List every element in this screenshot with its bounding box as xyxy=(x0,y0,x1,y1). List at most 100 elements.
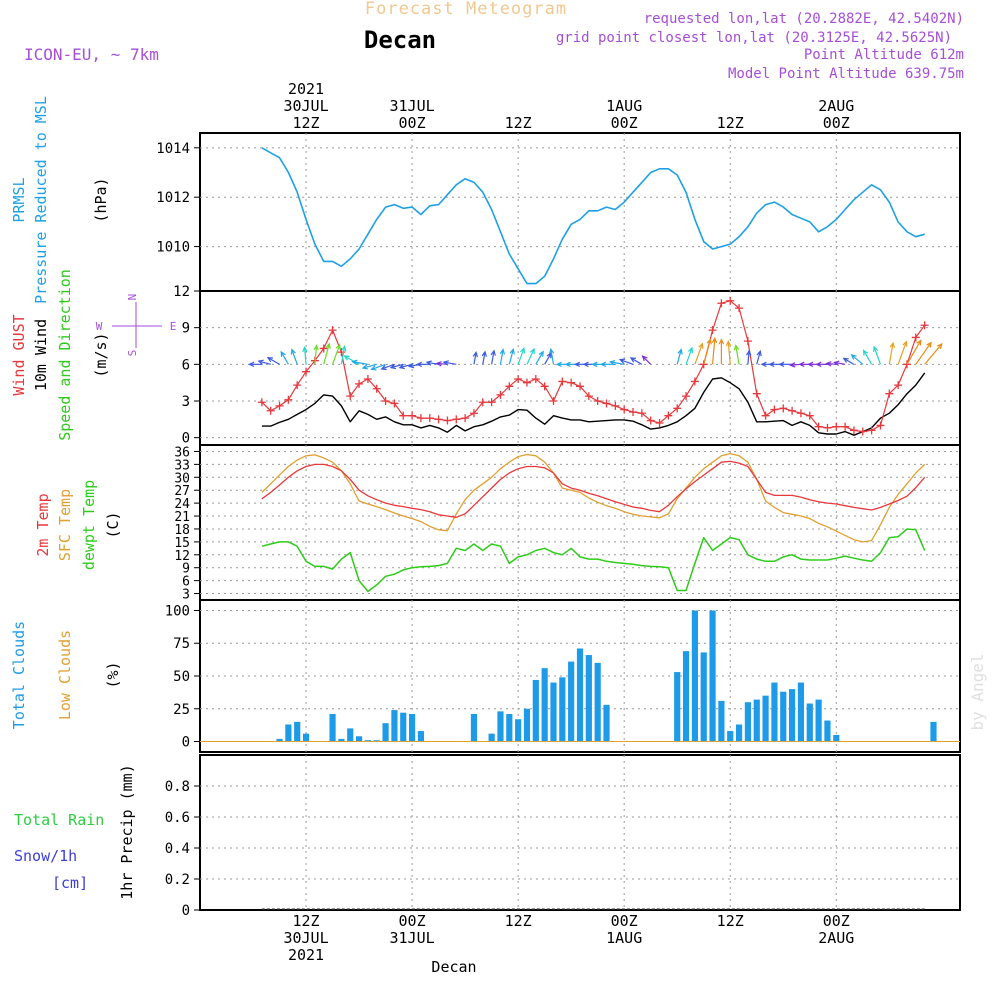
cloud-bar xyxy=(497,711,504,742)
cloud-bar xyxy=(541,668,548,742)
y-tick-label: 12 xyxy=(173,284,190,300)
y-tick-label: 0 xyxy=(182,431,190,447)
wind-arrow-head xyxy=(398,363,405,370)
time-axis-label: 31JUL xyxy=(390,97,435,115)
wind-arrow-shaft xyxy=(426,361,439,365)
wind-arrow-head xyxy=(926,341,932,348)
wind-arrow xyxy=(862,349,873,365)
cloud-bar xyxy=(753,699,760,742)
model-label: ICON-EU, ~ 7km xyxy=(24,45,159,64)
wind-arrow-head xyxy=(825,361,832,367)
wind-arrow xyxy=(676,348,683,365)
forecast-title: Forecast Meteogram xyxy=(365,0,567,19)
total-rain-label: Total Rain xyxy=(14,811,104,829)
wind-arrow xyxy=(340,345,347,365)
wind-arrow-head xyxy=(789,362,796,368)
gust-marker xyxy=(796,409,805,418)
gust-marker xyxy=(611,401,620,410)
time-axis-label: 00Z xyxy=(823,114,850,132)
wind-arrow-shaft xyxy=(735,345,740,365)
gust-marker xyxy=(743,337,752,346)
temp-panel-frame xyxy=(199,444,961,601)
wind-arrow-head xyxy=(833,360,840,366)
cloud-bar xyxy=(568,661,575,742)
wind-arrow-head xyxy=(641,355,648,362)
gust-marker xyxy=(469,409,478,418)
temp-axis-label: dewpt Temp xyxy=(80,480,98,570)
wind-arrow xyxy=(725,340,732,365)
gust-marker xyxy=(911,333,920,342)
gust-marker xyxy=(328,326,337,335)
wind-arrow xyxy=(833,360,846,366)
wind-arrow xyxy=(888,341,895,365)
wind-arrow-shaft xyxy=(619,359,634,365)
wind-arrow-head xyxy=(425,360,432,366)
wind-arrow-shaft xyxy=(371,363,386,371)
wind-arrow-shaft xyxy=(473,352,477,365)
cloud-bar xyxy=(603,704,610,742)
cloud-bar xyxy=(762,695,769,742)
wind-arrow xyxy=(425,360,439,366)
wind-arrow-head xyxy=(687,346,694,354)
cloud-bar xyxy=(488,733,495,742)
y-tick-label: 12 xyxy=(174,549,190,564)
gust-marker xyxy=(849,426,858,435)
gust-marker xyxy=(257,398,266,407)
wind-arrow-shaft xyxy=(258,360,271,365)
y-tick-label: 9 xyxy=(182,321,190,337)
cloud-bar xyxy=(806,703,813,742)
wind-arrow-shaft xyxy=(863,350,873,365)
wind-arrow xyxy=(331,343,341,365)
clouds-axis-label: Total Clouds xyxy=(10,621,28,729)
cloud-bar xyxy=(417,731,425,742)
wind-arrow xyxy=(815,361,828,368)
cloud-bar xyxy=(718,700,725,742)
wind-arrow-shaft xyxy=(267,357,280,365)
wind-arrow-head xyxy=(798,361,805,368)
gust-marker xyxy=(726,296,735,305)
wind-arrow xyxy=(924,342,943,365)
gust-marker xyxy=(478,398,487,407)
wind-arrow-shaft xyxy=(550,349,555,365)
wind-arrow-shaft xyxy=(906,340,922,365)
wind-arrow-shaft xyxy=(843,357,855,365)
y-tick-label: 1012 xyxy=(156,190,190,206)
gust-marker xyxy=(496,390,505,399)
y-tick-label: 27 xyxy=(174,484,190,499)
y-tick-label: 0.6 xyxy=(165,810,190,826)
wind-arrow xyxy=(389,363,404,370)
precip-panel-frame xyxy=(199,754,961,911)
wind-arrow-shaft xyxy=(443,361,457,365)
wind-arrow-shaft xyxy=(694,343,703,365)
wind-arrow xyxy=(703,338,712,365)
gust-marker xyxy=(876,421,885,430)
wind-arrow-head xyxy=(629,357,636,363)
gust-marker xyxy=(381,397,390,405)
y-tick-label: 33 xyxy=(174,458,190,473)
gust-marker xyxy=(637,409,646,418)
cloud-bar xyxy=(364,740,371,742)
wind-arrow xyxy=(351,359,369,366)
wind-arrow xyxy=(685,346,694,365)
gust-marker xyxy=(319,344,328,353)
cloud-bar xyxy=(815,699,822,742)
cloud-bar xyxy=(347,728,354,742)
wind-arrow-head xyxy=(361,364,369,370)
pressure-line xyxy=(261,147,925,285)
gust-marker xyxy=(425,414,434,423)
wind-arrow-head xyxy=(711,336,718,344)
gust-marker xyxy=(584,392,593,401)
wind-arrow-shaft xyxy=(390,363,404,369)
wind-arrow-shaft xyxy=(517,348,525,365)
wind-arrow-shaft xyxy=(303,347,307,365)
wind-arrow-head xyxy=(725,340,732,347)
requested-coords: requested lon,lat (20.2882E, 42.5402N) xyxy=(644,11,964,27)
wind-arrow xyxy=(266,356,280,365)
gust-marker xyxy=(646,416,655,425)
gust-marker xyxy=(302,367,311,376)
time-axis-label: 00Z xyxy=(611,912,638,930)
dewpt-temp-line xyxy=(261,528,926,593)
gust-marker xyxy=(275,401,284,410)
cloud-bar xyxy=(550,682,557,742)
